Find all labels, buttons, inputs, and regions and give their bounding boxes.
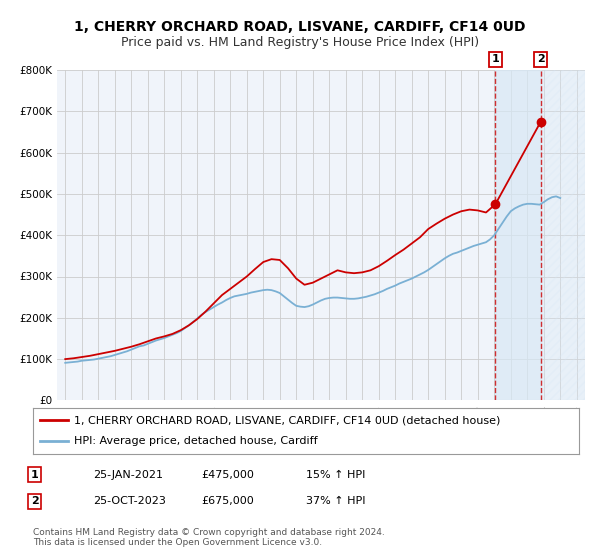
Text: £675,000: £675,000 [201, 496, 254, 506]
Text: Contains HM Land Registry data © Crown copyright and database right 2024.
This d: Contains HM Land Registry data © Crown c… [33, 528, 385, 547]
Text: 37% ↑ HPI: 37% ↑ HPI [306, 496, 365, 506]
Text: 15% ↑ HPI: 15% ↑ HPI [306, 470, 365, 480]
Text: Price paid vs. HM Land Registry's House Price Index (HPI): Price paid vs. HM Land Registry's House … [121, 36, 479, 49]
Text: 1, CHERRY ORCHARD ROAD, LISVANE, CARDIFF, CF14 0UD (detached house): 1, CHERRY ORCHARD ROAD, LISVANE, CARDIFF… [74, 415, 500, 425]
Text: 25-OCT-2023: 25-OCT-2023 [93, 496, 166, 506]
Text: 25-JAN-2021: 25-JAN-2021 [93, 470, 163, 480]
Text: 1: 1 [31, 470, 38, 480]
Text: £475,000: £475,000 [201, 470, 254, 480]
Text: 1: 1 [491, 54, 499, 64]
Text: 1, CHERRY ORCHARD ROAD, LISVANE, CARDIFF, CF14 0UD: 1, CHERRY ORCHARD ROAD, LISVANE, CARDIFF… [74, 20, 526, 34]
Text: 2: 2 [537, 54, 545, 64]
Text: HPI: Average price, detached house, Cardiff: HPI: Average price, detached house, Card… [74, 436, 317, 446]
Bar [496, 70, 541, 400]
Text: 2: 2 [31, 496, 38, 506]
Bar [541, 70, 585, 400]
